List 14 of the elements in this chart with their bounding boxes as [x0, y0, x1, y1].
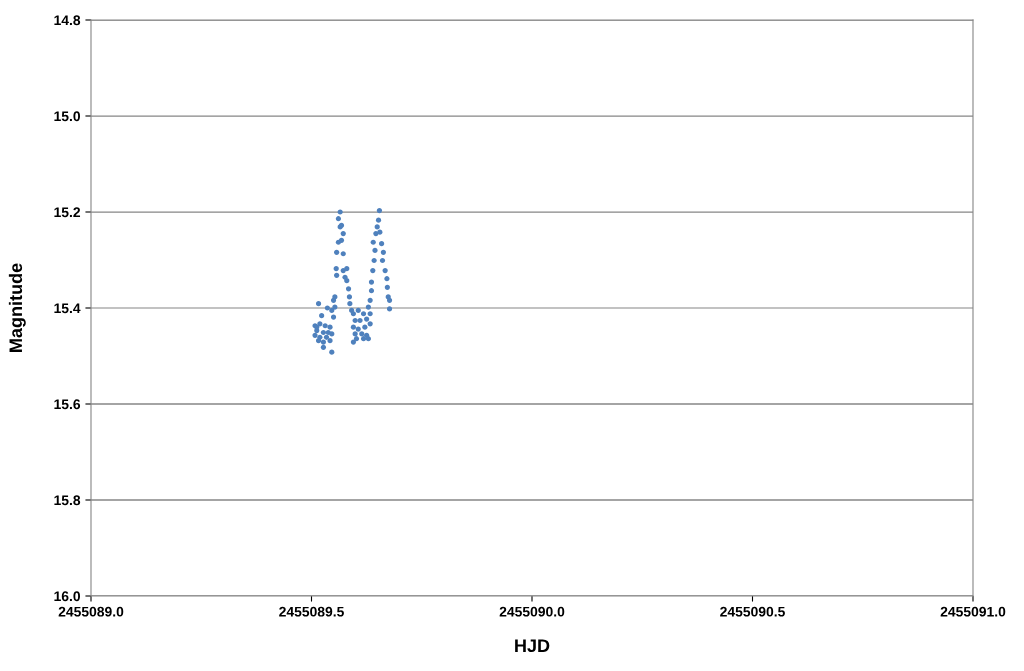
y-tick-label: 15.4	[54, 303, 81, 314]
x-tick-label: 2455091.0	[940, 606, 1006, 617]
y-tick-label: 15.0	[54, 111, 81, 122]
x-tick-label: 2455089.5	[279, 606, 344, 617]
y-tick-label: 15.6	[54, 399, 81, 410]
x-tick-label: 2455090.5	[720, 606, 785, 617]
y-tick-label: 16.0	[54, 591, 81, 602]
x-tick-label: 2455089.0	[58, 606, 124, 617]
y-tick-label: 15.2	[54, 207, 81, 218]
y-tick-label: 14.8	[54, 15, 81, 26]
x-axis-title: HJD	[515, 639, 550, 653]
y-axis-title: Magnitude	[8, 263, 26, 352]
x-tick-label: 2455090.0	[499, 606, 565, 617]
y-tick-label: 15.8	[54, 495, 81, 506]
